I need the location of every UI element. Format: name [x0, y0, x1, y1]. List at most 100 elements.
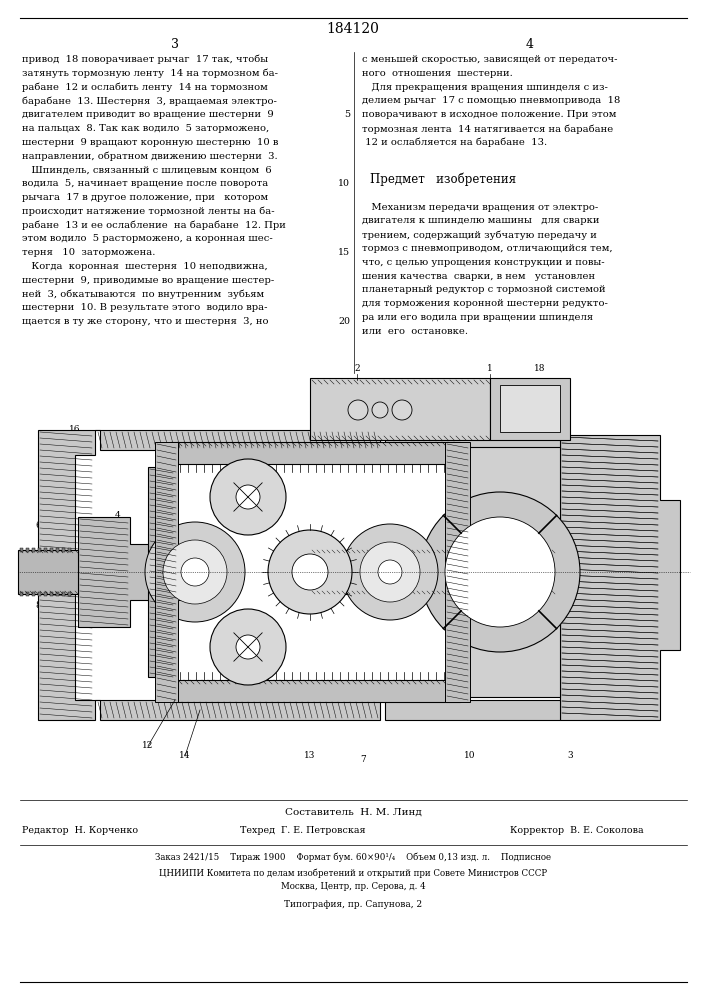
Text: Шпиндель, связанный с шлицевым концом  6: Шпиндель, связанный с шлицевым концом 6: [22, 165, 271, 174]
Polygon shape: [455, 447, 560, 697]
Text: 4: 4: [526, 38, 534, 51]
Text: Механизм передачи вращения от электро-: Механизм передачи вращения от электро-: [362, 203, 598, 212]
Polygon shape: [78, 517, 150, 627]
Bar: [26, 548, 29, 552]
Polygon shape: [148, 467, 210, 677]
Polygon shape: [170, 442, 460, 464]
Circle shape: [378, 560, 402, 584]
Text: затянуть тормозную ленту  14 на тормозном ба-: затянуть тормозную ленту 14 на тормозном…: [22, 69, 278, 78]
Text: Заказ 2421/15    Тираж 1900    Формат бум. 60×90¹/₄    Объем 0,13 изд. л.    Под: Заказ 2421/15 Тираж 1900 Формат бум. 60×…: [155, 852, 551, 861]
Text: 7: 7: [360, 756, 366, 764]
Text: тормоз с пневмоприводом, отличающийся тем,: тормоз с пневмоприводом, отличающийся те…: [362, 244, 613, 253]
Text: водила  5, начинает вращение после поворота: водила 5, начинает вращение после поворо…: [22, 179, 268, 188]
Text: шестерни  9 вращают коронную шестерню  10 в: шестерни 9 вращают коронную шестерню 10 …: [22, 138, 279, 147]
Text: 3: 3: [567, 750, 573, 760]
Bar: [68, 548, 71, 552]
Circle shape: [348, 400, 368, 420]
Text: щается в ту же сторону, что и шестерня  3, но: щается в ту же сторону, что и шестерня 3…: [22, 317, 269, 326]
Text: Техред  Г. Е. Петровская: Техред Г. Е. Петровская: [240, 826, 366, 835]
Bar: [38, 592, 41, 596]
Text: шестерни  10. В результате этого  водило вра-: шестерни 10. В результате этого водило в…: [22, 303, 267, 312]
Text: рабане  13 и ее ослабление  на барабане  12. При: рабане 13 и ее ослабление на барабане 12…: [22, 221, 286, 230]
Text: для торможения коронной шестерни редукто-: для торможения коронной шестерни редукто…: [362, 299, 608, 308]
Circle shape: [210, 459, 286, 535]
Circle shape: [210, 609, 286, 685]
Text: шестерни  9, приводимые во вращение шестер-: шестерни 9, приводимые во вращение шесте…: [22, 276, 274, 285]
Text: 6: 6: [35, 520, 41, 530]
Polygon shape: [155, 442, 200, 702]
Circle shape: [268, 530, 352, 614]
Circle shape: [236, 635, 260, 659]
Text: с меньшей скоростью, зависящей от передаточ-: с меньшей скоростью, зависящей от переда…: [362, 55, 617, 64]
Text: Предмет   изобретения: Предмет изобретения: [370, 172, 516, 186]
Text: трением, содержащий зубчатую передачу и: трением, содержащий зубчатую передачу и: [362, 230, 597, 240]
Polygon shape: [95, 430, 380, 450]
Polygon shape: [445, 442, 480, 702]
Polygon shape: [170, 680, 460, 702]
Text: делием рычаг  17 с помощью пневмопривода  18: делием рычаг 17 с помощью пневмопривода …: [362, 96, 620, 105]
Text: привод  18 поворачивает рычаг  17 так, чтобы: привод 18 поворачивает рычаг 17 так, что…: [22, 55, 268, 64]
Polygon shape: [95, 700, 380, 720]
Bar: [32, 548, 35, 552]
Polygon shape: [560, 435, 680, 720]
Text: Составитель  Н. М. Линд: Составитель Н. М. Линд: [285, 808, 421, 817]
Text: Когда  коронная  шестерня  10 неподвижна,: Когда коронная шестерня 10 неподвижна,: [22, 262, 268, 271]
Text: ней  3, обкатываются  по внутренним  зубьям: ней 3, обкатываются по внутренним зубьям: [22, 290, 264, 299]
Circle shape: [342, 524, 438, 620]
Bar: [68, 592, 71, 596]
Text: 11: 11: [49, 500, 61, 510]
Text: происходит натяжение тормозной ленты на ба-: происходит натяжение тормозной ленты на …: [22, 207, 274, 216]
Text: Редактор  Н. Корченко: Редактор Н. Корченко: [22, 826, 138, 835]
Text: ра или его водила при вращении шпинделя: ра или его водила при вращении шпинделя: [362, 313, 593, 322]
Bar: [20, 592, 23, 596]
Text: Корректор  В. Е. Соколова: Корректор В. Е. Соколова: [510, 826, 643, 835]
Text: рычага  17 в другое положение, при   котором: рычага 17 в другое положение, при которо…: [22, 193, 268, 202]
Text: 10: 10: [338, 179, 350, 188]
Bar: [50, 592, 53, 596]
Polygon shape: [490, 378, 570, 440]
Text: 15: 15: [199, 432, 211, 442]
Text: 9: 9: [52, 631, 58, 640]
Bar: [62, 548, 65, 552]
Text: 8: 8: [35, 600, 41, 609]
Text: Москва, Центр, пр. Серова, д. 4: Москва, Центр, пр. Серова, д. 4: [281, 882, 426, 891]
Bar: [15, 375, 695, 768]
Text: 20: 20: [338, 317, 350, 326]
Circle shape: [145, 522, 245, 622]
Circle shape: [236, 485, 260, 509]
Circle shape: [181, 558, 209, 586]
Text: ного  отношения  шестерни.: ного отношения шестерни.: [362, 69, 513, 78]
Bar: [56, 548, 59, 552]
Bar: [20, 548, 23, 552]
Text: 15: 15: [338, 248, 350, 257]
Circle shape: [360, 542, 420, 602]
Text: 3: 3: [171, 38, 179, 51]
Text: направлении, обратном движению шестерни  3.: направлении, обратном движению шестерни …: [22, 152, 278, 161]
Text: 5: 5: [55, 558, 61, 568]
Text: 5: 5: [344, 110, 350, 119]
Text: Типография, пр. Сапунова, 2: Типография, пр. Сапунова, 2: [284, 900, 422, 909]
Text: 1: 1: [487, 364, 493, 373]
Text: 2: 2: [354, 364, 360, 373]
Text: 16: 16: [69, 426, 81, 434]
Text: шения качества  сварки, в нем   установлен: шения качества сварки, в нем установлен: [362, 272, 595, 281]
Polygon shape: [310, 550, 555, 594]
Bar: [62, 592, 65, 596]
Polygon shape: [380, 700, 560, 720]
Text: на пальцах  8. Так как водило  5 заторможено,: на пальцах 8. Так как водило 5 заторможе…: [22, 124, 269, 133]
Text: терня   10  заторможена.: терня 10 заторможена.: [22, 248, 156, 257]
Circle shape: [420, 492, 580, 652]
Text: Для прекращения вращения шпинделя с из-: Для прекращения вращения шпинделя с из-: [362, 83, 608, 92]
Text: что, с целью упрощения конструкции и повы-: что, с целью упрощения конструкции и пов…: [362, 258, 604, 267]
Polygon shape: [380, 430, 560, 450]
Text: барабане  13. Шестерня  3, вращаемая электро-: барабане 13. Шестерня 3, вращаемая элект…: [22, 96, 277, 106]
Polygon shape: [38, 430, 95, 720]
Bar: [56, 592, 59, 596]
Circle shape: [292, 554, 328, 590]
Text: 12 и ослабляется на барабане  13.: 12 и ослабляется на барабане 13.: [362, 138, 547, 147]
Polygon shape: [310, 378, 490, 440]
Bar: [26, 592, 29, 596]
Text: 18: 18: [534, 364, 546, 373]
Bar: [50, 548, 53, 552]
Bar: [44, 592, 47, 596]
